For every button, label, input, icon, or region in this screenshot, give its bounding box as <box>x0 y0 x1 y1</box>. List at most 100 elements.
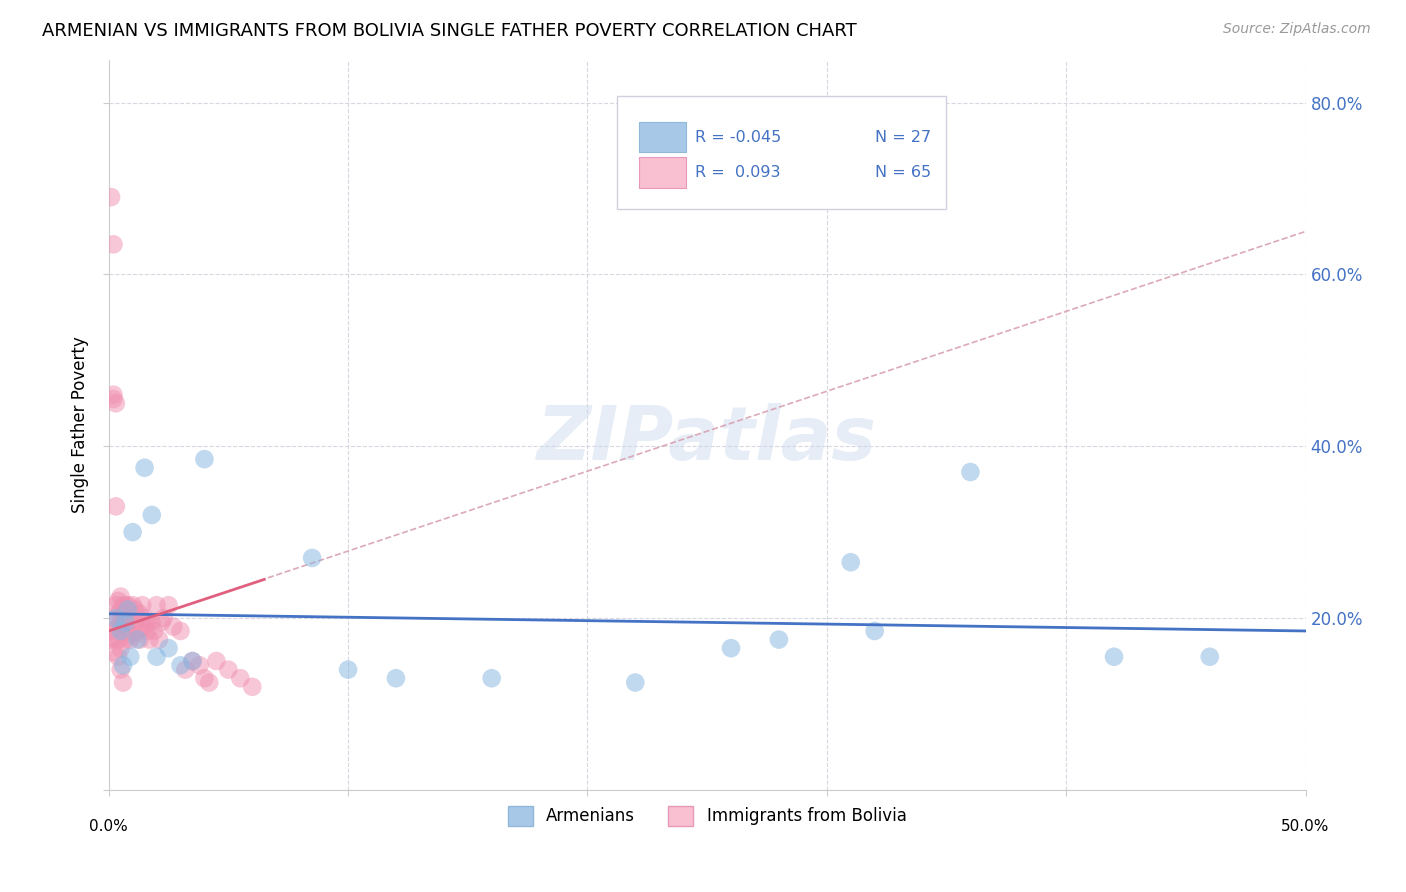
Point <box>128 632 150 647</box>
Point <box>107 620 129 634</box>
Point <box>120 615 142 630</box>
Point <box>104 615 127 630</box>
Point <box>104 396 127 410</box>
Text: R =  0.093: R = 0.093 <box>695 165 780 180</box>
Point <box>110 624 132 638</box>
Point <box>127 624 149 638</box>
Point <box>136 615 159 630</box>
Point <box>193 452 215 467</box>
FancyBboxPatch shape <box>638 121 686 153</box>
Point <box>152 611 174 625</box>
Point <box>112 615 135 630</box>
Point <box>124 602 146 616</box>
Text: 0.0%: 0.0% <box>90 819 128 834</box>
Point <box>104 632 127 647</box>
Point <box>959 465 981 479</box>
Point <box>112 658 135 673</box>
Point <box>110 602 132 616</box>
Point <box>128 607 150 621</box>
Point <box>107 649 129 664</box>
Point <box>120 632 142 647</box>
Point <box>839 555 862 569</box>
Point <box>169 624 191 638</box>
Text: N = 27: N = 27 <box>875 129 931 145</box>
Point <box>112 675 135 690</box>
Point <box>114 615 136 630</box>
Point <box>121 628 143 642</box>
Point <box>117 624 139 638</box>
Point <box>110 615 132 630</box>
Point <box>103 392 125 406</box>
FancyBboxPatch shape <box>638 158 686 188</box>
Point <box>217 663 239 677</box>
Point <box>143 624 166 638</box>
Point <box>1198 649 1220 664</box>
FancyBboxPatch shape <box>617 96 946 210</box>
Point <box>169 658 191 673</box>
Point <box>157 598 180 612</box>
Point <box>112 598 135 612</box>
Point <box>114 632 136 647</box>
Point <box>104 598 127 612</box>
Point <box>720 641 742 656</box>
Point <box>193 671 215 685</box>
Point <box>100 624 122 638</box>
Point <box>100 190 122 204</box>
Point <box>1102 649 1125 664</box>
Text: ARMENIAN VS IMMIGRANTS FROM BOLIVIA SINGLE FATHER POVERTY CORRELATION CHART: ARMENIAN VS IMMIGRANTS FROM BOLIVIA SING… <box>42 22 856 40</box>
Legend: Armenians, Immigrants from Bolivia: Armenians, Immigrants from Bolivia <box>501 799 914 833</box>
Point <box>181 654 204 668</box>
Point <box>145 598 167 612</box>
Point <box>141 508 163 522</box>
Point <box>768 632 790 647</box>
Point <box>145 649 167 664</box>
Point <box>107 632 129 647</box>
Point <box>481 671 503 685</box>
Point <box>134 460 156 475</box>
Text: R = -0.045: R = -0.045 <box>695 129 782 145</box>
Point <box>121 525 143 540</box>
Point <box>205 654 228 668</box>
Point <box>157 641 180 656</box>
Point <box>110 590 132 604</box>
Point <box>121 598 143 612</box>
Point <box>110 663 132 677</box>
Point <box>117 598 139 612</box>
Point <box>103 387 125 401</box>
Point <box>103 645 125 659</box>
Point <box>117 602 139 616</box>
Text: 50.0%: 50.0% <box>1281 819 1330 834</box>
Text: Source: ZipAtlas.com: Source: ZipAtlas.com <box>1223 22 1371 37</box>
Point <box>148 632 170 647</box>
Point <box>112 607 135 621</box>
Point <box>138 632 160 647</box>
Point <box>188 658 211 673</box>
Point <box>124 615 146 630</box>
Point <box>863 624 886 638</box>
Point <box>174 663 197 677</box>
Y-axis label: Single Father Poverty: Single Father Poverty <box>72 336 89 513</box>
Point <box>141 615 163 630</box>
Point <box>136 624 159 638</box>
Point <box>117 611 139 625</box>
Point <box>107 607 129 621</box>
Text: N = 65: N = 65 <box>875 165 931 180</box>
Point <box>114 598 136 612</box>
Point <box>114 615 136 630</box>
Point <box>301 550 323 565</box>
Point <box>104 500 127 514</box>
Point <box>229 671 252 685</box>
Point <box>120 649 142 664</box>
Point <box>134 620 156 634</box>
Point <box>624 675 647 690</box>
Point <box>127 632 149 647</box>
Point <box>104 611 127 625</box>
Point <box>240 680 263 694</box>
Point <box>100 632 122 647</box>
Point <box>162 620 184 634</box>
Point <box>150 615 173 630</box>
Point <box>107 594 129 608</box>
Point <box>110 641 132 656</box>
Point <box>131 598 153 612</box>
Point <box>385 671 408 685</box>
